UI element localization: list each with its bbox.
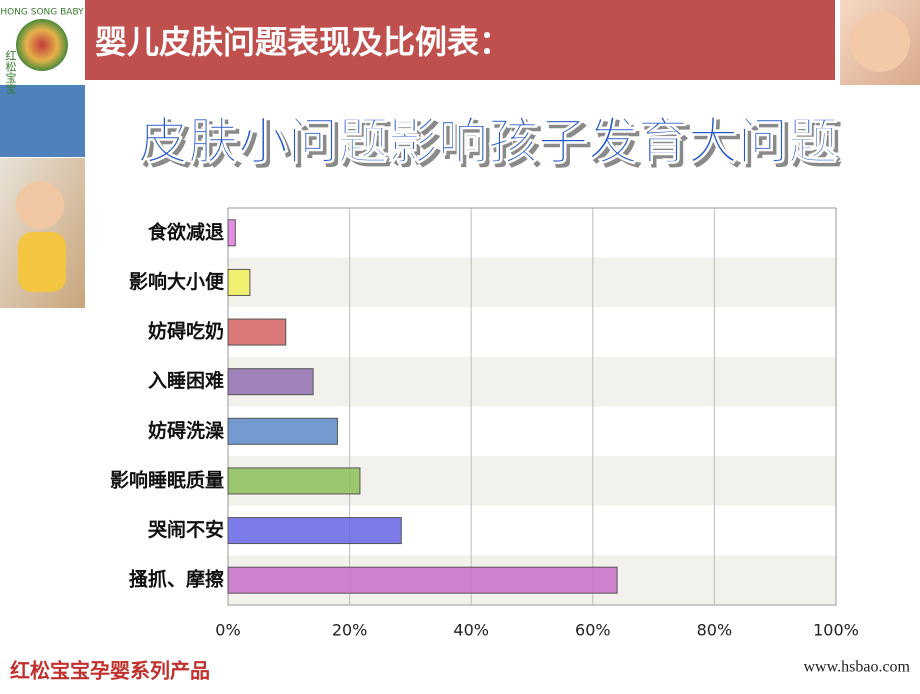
x-tick-label: 100% xyxy=(813,621,859,640)
bar xyxy=(227,268,251,296)
baby-face xyxy=(850,12,910,72)
bar xyxy=(227,219,236,247)
footer-right: www.hsbao.com xyxy=(804,659,911,676)
bar xyxy=(227,467,361,495)
baby-dress xyxy=(18,232,66,292)
plot-area: 0% 20% 40% 60% 80% 100% 食欲减退影响大小便妨碍吃奶入睡困难妨碍洗澡影… xyxy=(110,207,859,640)
bar xyxy=(227,566,618,594)
side-block xyxy=(0,85,85,157)
x-tick-label: 40% xyxy=(453,621,489,640)
header-bar xyxy=(85,0,835,80)
row-band xyxy=(228,257,836,308)
row-band xyxy=(228,356,836,407)
y-tick-label: 搔抓、摩擦 xyxy=(129,568,224,591)
y-tick-label: 入睡困难 xyxy=(148,369,224,392)
header-title: 婴儿皮肤问题表现及比例表： xyxy=(95,23,511,61)
y-tick-label: 哭闹不安 xyxy=(147,518,224,541)
x-tick-label: 60% xyxy=(575,621,611,640)
chart-title-shadow: 皮肤小问题影响孩子发育大问题 xyxy=(142,117,842,175)
logo-icon xyxy=(16,19,68,71)
footer-left: 红松宝宝孕婴系列产品 xyxy=(10,659,210,683)
x-tick-label: 80% xyxy=(697,621,733,640)
y-tick-label: 妨碍吃奶 xyxy=(148,320,224,343)
row-band xyxy=(228,208,836,258)
bar xyxy=(227,417,338,445)
plot-border xyxy=(227,207,837,606)
bar xyxy=(227,368,314,396)
x-tick-label: 0% xyxy=(215,621,240,640)
y-tick-label: 妨碍洗澡 xyxy=(148,419,224,442)
y-tick-label: 影响大小便 xyxy=(129,270,225,293)
logo-text: HONG SONG BABY xyxy=(0,8,84,18)
bar xyxy=(227,318,287,346)
y-tick-label: 食欲减退 xyxy=(148,220,224,243)
bar xyxy=(227,517,402,545)
row-band xyxy=(228,307,836,357)
y-tick-label: 影响睡眠质量 xyxy=(110,468,224,491)
x-tick-label: 20% xyxy=(332,621,368,640)
chart-title: 皮肤小问题影响孩子发育大问题 xyxy=(138,113,838,171)
logo-text: 红松宝宝 xyxy=(4,50,17,94)
baby-face xyxy=(16,181,64,229)
